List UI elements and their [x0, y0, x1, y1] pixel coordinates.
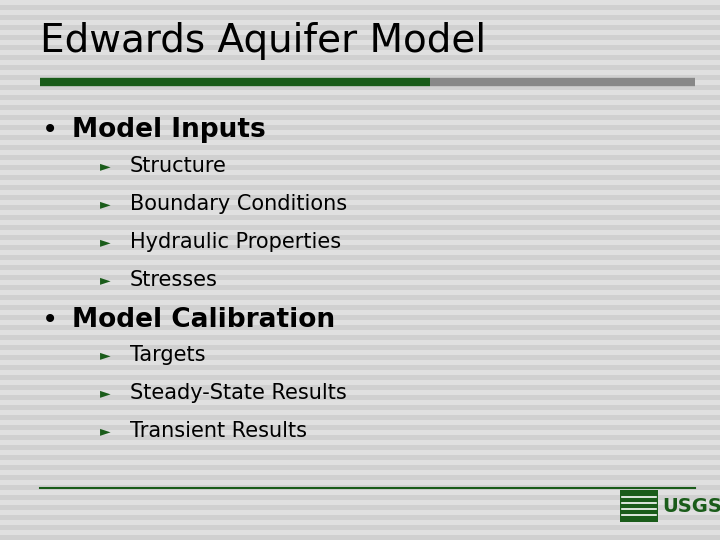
Bar: [0, 455, 720, 460]
Bar: [0, 505, 720, 510]
Bar: [0, 435, 720, 440]
Text: USGS: USGS: [662, 496, 720, 516]
Bar: [0, 95, 720, 100]
Bar: [0, 295, 720, 300]
Bar: [0, 245, 720, 250]
Bar: [0, 215, 720, 220]
Bar: [0, 25, 720, 30]
Text: Model Calibration: Model Calibration: [72, 307, 335, 333]
Text: ►: ►: [100, 424, 111, 438]
Bar: [0, 425, 720, 430]
Bar: [0, 475, 720, 480]
Bar: [0, 375, 720, 380]
Text: ►: ►: [100, 386, 111, 400]
Bar: [0, 535, 720, 540]
Text: Boundary Conditions: Boundary Conditions: [130, 194, 347, 214]
Bar: [0, 315, 720, 320]
Bar: [0, 45, 720, 50]
Bar: [0, 205, 720, 210]
Bar: [0, 165, 720, 170]
Bar: [0, 405, 720, 410]
Bar: [0, 395, 720, 400]
Bar: [0, 65, 720, 70]
Bar: [0, 525, 720, 530]
Bar: [0, 345, 720, 350]
Bar: [0, 155, 720, 160]
Bar: [0, 385, 720, 390]
Text: ►: ►: [100, 159, 111, 173]
Text: ►: ►: [100, 197, 111, 211]
Bar: [0, 285, 720, 290]
Text: •: •: [42, 116, 58, 144]
Text: Steady-State Results: Steady-State Results: [130, 383, 347, 403]
Text: Hydraulic Properties: Hydraulic Properties: [130, 232, 341, 252]
Bar: [0, 485, 720, 490]
Bar: [0, 515, 720, 520]
Text: •: •: [42, 306, 58, 334]
Bar: [0, 175, 720, 180]
Bar: [620, 490, 658, 522]
Bar: [0, 305, 720, 310]
Bar: [0, 335, 720, 340]
Bar: [0, 355, 720, 360]
Bar: [0, 5, 720, 10]
Bar: [0, 265, 720, 270]
Text: Targets: Targets: [130, 345, 205, 365]
Text: Structure: Structure: [130, 156, 227, 176]
Bar: [0, 275, 720, 280]
Bar: [0, 235, 720, 240]
Text: ►: ►: [100, 273, 111, 287]
Bar: [0, 185, 720, 190]
Bar: [0, 145, 720, 150]
Bar: [0, 115, 720, 120]
Bar: [0, 415, 720, 420]
Text: ►: ►: [100, 235, 111, 249]
Text: ►: ►: [100, 348, 111, 362]
Text: Transient Results: Transient Results: [130, 421, 307, 441]
Bar: [0, 195, 720, 200]
Bar: [0, 55, 720, 60]
Bar: [0, 465, 720, 470]
Bar: [0, 125, 720, 130]
Bar: [0, 495, 720, 500]
Bar: [0, 325, 720, 330]
Text: Edwards Aquifer Model: Edwards Aquifer Model: [40, 22, 486, 60]
Bar: [0, 135, 720, 140]
Text: Model Inputs: Model Inputs: [72, 117, 266, 143]
Bar: [0, 75, 720, 80]
Bar: [0, 85, 720, 90]
Bar: [0, 105, 720, 110]
Bar: [0, 15, 720, 20]
Bar: [0, 445, 720, 450]
Bar: [0, 35, 720, 40]
Bar: [0, 365, 720, 370]
Bar: [0, 255, 720, 260]
Text: Stresses: Stresses: [130, 270, 218, 290]
Bar: [0, 225, 720, 230]
